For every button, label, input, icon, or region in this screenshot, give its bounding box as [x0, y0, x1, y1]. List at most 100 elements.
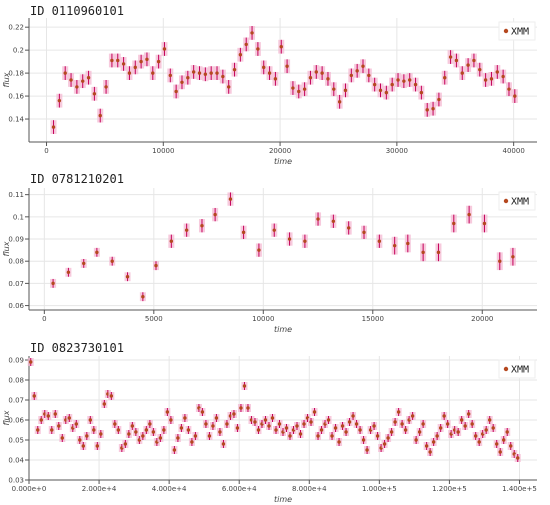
data-point[interactable]: [428, 450, 432, 454]
data-point[interactable]: [270, 416, 275, 420]
data-point[interactable]: [330, 434, 334, 438]
data-point[interactable]: [386, 436, 390, 440]
data-point[interactable]: [104, 85, 108, 89]
data-point[interactable]: [511, 255, 515, 259]
data-point[interactable]: [472, 58, 476, 63]
data-point[interactable]: [262, 65, 266, 70]
data-point[interactable]: [326, 77, 330, 81]
data-point[interactable]: [46, 414, 50, 418]
data-point[interactable]: [459, 418, 464, 422]
data-point[interactable]: [110, 259, 114, 263]
data-point[interactable]: [378, 88, 383, 93]
data-point[interactable]: [267, 424, 271, 428]
data-point[interactable]: [232, 412, 236, 416]
data-point[interactable]: [421, 422, 425, 426]
data-point[interactable]: [355, 69, 359, 73]
data-point[interactable]: [151, 71, 155, 75]
data-point[interactable]: [125, 275, 130, 279]
data-point[interactable]: [57, 98, 62, 103]
data-point[interactable]: [442, 414, 446, 418]
data-point[interactable]: [110, 58, 114, 63]
data-point[interactable]: [191, 70, 196, 74]
data-point[interactable]: [488, 418, 492, 422]
data-point[interactable]: [154, 263, 158, 268]
data-point[interactable]: [443, 76, 447, 80]
data-point[interactable]: [491, 426, 495, 430]
data-point[interactable]: [365, 448, 369, 452]
data-point[interactable]: [145, 57, 149, 62]
lightcurve-chart-1[interactable]: 0 10000 20000 30000 40000 0.14 0.16 0.18 0.2 0.22…: [0, 0, 550, 172]
data-point[interactable]: [498, 450, 502, 454]
data-point[interactable]: [346, 226, 351, 230]
data-point[interactable]: [483, 78, 488, 82]
data-point[interactable]: [302, 422, 306, 426]
data-point[interactable]: [169, 418, 173, 422]
data-point[interactable]: [53, 412, 57, 416]
data-point[interactable]: [417, 430, 422, 434]
data-point[interactable]: [29, 360, 33, 364]
data-point[interactable]: [225, 422, 229, 426]
data-point[interactable]: [78, 438, 82, 442]
data-point[interactable]: [123, 442, 128, 446]
data-point[interactable]: [203, 72, 208, 76]
data-point[interactable]: [431, 440, 436, 444]
data-point[interactable]: [445, 422, 450, 426]
data-point[interactable]: [316, 434, 320, 438]
data-point[interactable]: [478, 67, 482, 72]
data-point[interactable]: [246, 406, 250, 410]
data-point[interactable]: [396, 78, 400, 82]
data-point[interactable]: [312, 410, 317, 414]
data-point[interactable]: [436, 250, 441, 255]
data-point[interactable]: [384, 90, 389, 95]
data-point[interactable]: [452, 221, 456, 226]
data-point[interactable]: [139, 59, 143, 64]
data-point[interactable]: [39, 418, 43, 422]
data-point[interactable]: [367, 73, 371, 78]
data-point[interactable]: [337, 440, 341, 444]
data-point[interactable]: [235, 426, 240, 430]
data-point[interactable]: [162, 47, 167, 51]
data-point[interactable]: [460, 71, 464, 75]
data-point[interactable]: [242, 384, 247, 388]
data-point[interactable]: [221, 442, 226, 446]
data-point[interactable]: [316, 217, 320, 221]
data-point[interactable]: [211, 424, 215, 428]
data-point[interactable]: [50, 428, 54, 432]
data-point[interactable]: [466, 412, 471, 416]
data-point[interactable]: [256, 428, 261, 432]
data-point[interactable]: [274, 428, 278, 432]
data-point[interactable]: [200, 410, 205, 414]
data-point[interactable]: [463, 424, 467, 428]
data-point[interactable]: [466, 63, 470, 67]
data-point[interactable]: [168, 73, 173, 78]
data-point[interactable]: [298, 432, 303, 436]
data-point[interactable]: [516, 456, 520, 460]
data-point[interactable]: [279, 45, 283, 49]
data-point[interactable]: [95, 444, 100, 448]
data-point[interactable]: [95, 250, 99, 255]
data-point[interactable]: [148, 422, 152, 426]
data-point[interactable]: [406, 241, 410, 246]
data-point[interactable]: [473, 434, 478, 438]
data-point[interactable]: [141, 434, 145, 438]
data-point[interactable]: [151, 430, 156, 434]
data-point[interactable]: [209, 71, 213, 75]
data-point[interactable]: [309, 420, 313, 424]
data-point[interactable]: [250, 31, 254, 35]
data-point[interactable]: [284, 426, 289, 430]
data-point[interactable]: [495, 70, 499, 74]
data-point[interactable]: [67, 416, 71, 420]
data-point[interactable]: [513, 94, 517, 98]
data-point[interactable]: [375, 434, 380, 438]
data-point[interactable]: [302, 87, 307, 91]
data-point[interactable]: [456, 430, 460, 434]
data-point[interactable]: [81, 444, 86, 448]
data-point[interactable]: [183, 416, 187, 420]
data-point[interactable]: [477, 440, 481, 444]
data-point[interactable]: [238, 53, 243, 57]
data-point[interactable]: [390, 82, 394, 87]
lightcurve-chart-3[interactable]: 0.000e+0 2.000e+4 4.000e+4 6.000e+4 8.000e+4…: [0, 338, 550, 505]
data-point[interactable]: [389, 430, 394, 434]
data-point[interactable]: [176, 436, 180, 440]
data-point[interactable]: [320, 71, 324, 75]
